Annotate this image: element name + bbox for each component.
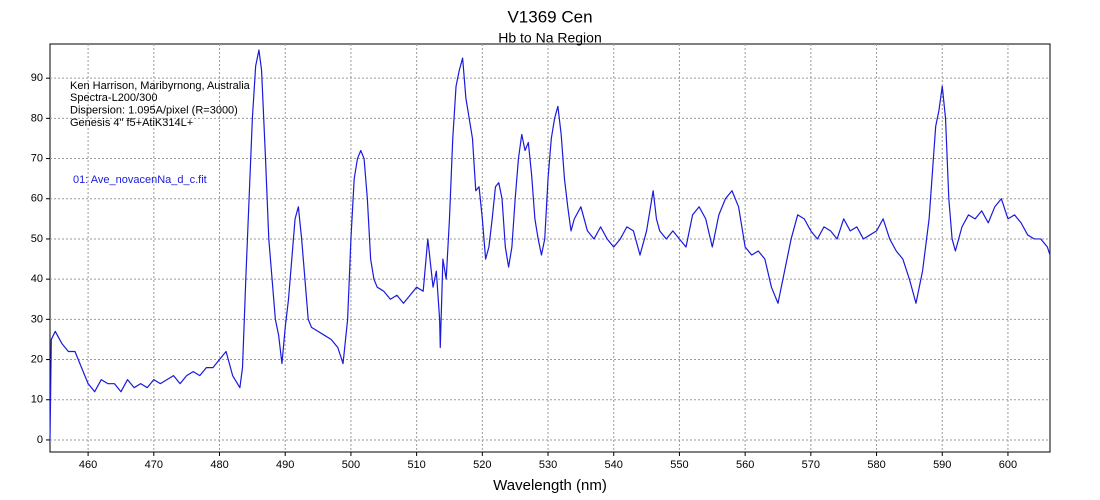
x-tick-label: 490 <box>276 459 294 471</box>
x-tick-label: 520 <box>473 459 491 471</box>
annotation: Genesis 4" f5+AtiK314L+ <box>70 117 193 129</box>
y-tick-label: 20 <box>31 353 43 365</box>
y-tick-label: 40 <box>31 273 43 285</box>
plot-frame <box>49 43 1051 453</box>
x-tick-label: 600 <box>999 459 1017 471</box>
x-tick-label: 500 <box>342 459 360 471</box>
x-tick-label: 580 <box>867 459 885 471</box>
x-tick-label: 560 <box>736 459 754 471</box>
y-tick-label: 50 <box>31 233 43 245</box>
x-tick-label: 510 <box>407 459 425 471</box>
x-tick-label: 570 <box>802 459 820 471</box>
annotation: Ken Harrison, Maribyrnong, Australia <box>70 80 251 92</box>
x-axis-label: Wavelength (nm) <box>493 477 607 494</box>
annotation: Dispersion: 1.095A/pixel (R=3000) <box>70 105 238 117</box>
x-tick-label: 590 <box>933 459 951 471</box>
y-tick-label: 0 <box>37 434 43 446</box>
spectrum-line <box>49 49 1051 440</box>
x-tick-label: 530 <box>539 459 557 471</box>
annotation: Spectra-L200/300 <box>70 92 157 104</box>
x-tick-label: 460 <box>79 459 97 471</box>
legend-entry: 01: Ave_novacenNa_d_c.fit <box>73 174 207 186</box>
chart-subtitle: Hb to Na Region <box>498 30 602 46</box>
chart-title: V1369 Cen <box>507 7 592 26</box>
x-tick-label: 550 <box>670 459 688 471</box>
y-tick-label: 80 <box>31 112 43 124</box>
y-tick-label: 60 <box>31 193 43 205</box>
y-tick-label: 70 <box>31 152 43 164</box>
x-tick-label: 470 <box>145 459 163 471</box>
y-tick-label: 30 <box>31 313 43 325</box>
y-tick-label: 90 <box>31 72 43 84</box>
x-tick-label: 540 <box>605 459 623 471</box>
y-tick-label: 10 <box>31 394 43 406</box>
x-tick-label: 480 <box>210 459 228 471</box>
